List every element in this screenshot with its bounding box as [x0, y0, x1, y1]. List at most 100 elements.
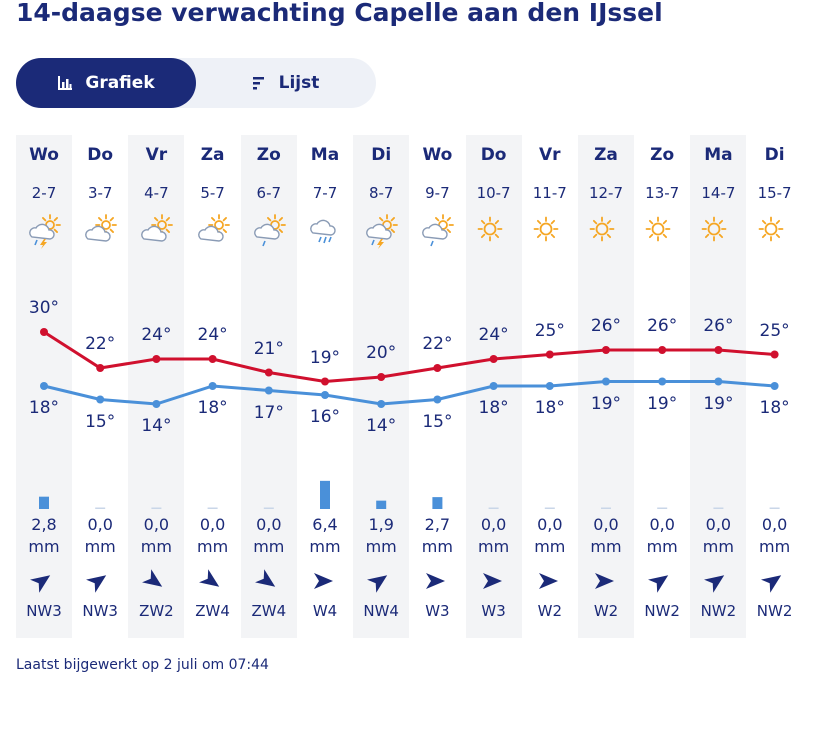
rain-unit: mm [140, 537, 172, 556]
partly-cloudy-icon [195, 213, 251, 249]
wind-arrow-icon [534, 569, 590, 599]
wind-label: ZW4 [251, 602, 287, 620]
wind-label: ZW4 [195, 602, 230, 620]
sun-icon [700, 213, 756, 249]
day-date: 12-7 [588, 184, 624, 202]
list-view-button[interactable]: Lijst [196, 58, 376, 108]
rain-bar [95, 507, 106, 509]
day-column-bg [128, 135, 185, 638]
rain-unit: mm [646, 537, 678, 556]
rain-value: 0,0 [593, 515, 619, 534]
sun-icon [532, 213, 588, 249]
wind-label: W3 [425, 602, 450, 620]
sun-shower-icon [419, 213, 475, 249]
wind-label: NW2 [700, 602, 737, 620]
max-temp-label: 22° [85, 334, 116, 354]
list-icon [252, 77, 264, 90]
min-temp-label: 18° [478, 398, 509, 418]
wind-arrow-icon [197, 569, 253, 599]
wind-arrow-icon [365, 569, 421, 599]
day-date: 14-7 [701, 184, 736, 202]
day-date: 9-7 [425, 184, 450, 202]
day-date: 4-7 [144, 184, 169, 202]
day-name: Za [200, 145, 225, 165]
wind-arrow-icon [759, 569, 815, 599]
rain-amount: 0,0 mm [72, 514, 128, 558]
rain-bar [207, 507, 218, 509]
day-date: 8-7 [368, 184, 394, 202]
day-name: Do [480, 145, 507, 165]
wind-arrow-icon [253, 569, 309, 599]
max-temp-label: 24° [197, 325, 228, 345]
rain-unit: mm [84, 537, 116, 556]
day-name: Do [87, 145, 114, 165]
rain-value: 2,8 [31, 515, 57, 534]
wind-arrow-icon [478, 569, 534, 599]
rain-bar [320, 480, 330, 509]
rain-amount: 1,9 mm [353, 514, 409, 558]
min-temp-label: 18° [28, 398, 60, 418]
max-temp-label: 26° [590, 316, 622, 336]
day-column-bg [465, 135, 522, 638]
min-temp-label: 19° [703, 393, 734, 414]
rain-amount: 2,8 mm [16, 514, 72, 558]
sun-icon [476, 213, 532, 249]
day-name: Wo [29, 145, 59, 165]
wind-label: ZW2 [139, 602, 174, 620]
sun-icon [757, 213, 813, 249]
rain-value: 0,0 [705, 515, 732, 534]
rain-unit: mm [365, 537, 397, 556]
wind-label: NW3 [82, 602, 118, 620]
rain-amount: 0,0 mm [690, 514, 746, 558]
wind-arrow-icon [84, 569, 140, 599]
rain-value: 0,0 [537, 515, 563, 534]
rain-unit: mm [478, 537, 510, 556]
wind-arrow-icon [702, 569, 758, 599]
day-name: Wo [422, 145, 453, 165]
rain-value: 0,0 [199, 515, 226, 534]
day-column-bg [690, 135, 747, 638]
wind-label: W2 [537, 602, 562, 620]
min-temp-point [433, 395, 442, 404]
min-temp-label: 18° [197, 398, 228, 418]
max-temp-point [433, 364, 442, 372]
day-date: 7-7 [312, 184, 338, 202]
min-temp-point [658, 377, 667, 386]
sun-shower-icon [251, 213, 307, 249]
day-name: Di [371, 145, 392, 165]
rain-amount: 0,0 mm [241, 514, 297, 558]
rain-amount: 0,0 mm [578, 514, 634, 558]
rain-value: 0,0 [761, 515, 788, 534]
min-temp-label: 15° [422, 411, 453, 432]
max-temp-point [208, 355, 217, 363]
min-temp-point [208, 382, 217, 390]
day-column-bg [578, 135, 634, 638]
wind-label: NW4 [363, 602, 399, 620]
rain-cloud-icon [307, 213, 363, 249]
rain-amount: 0,0 mm [128, 514, 184, 558]
partly-cloudy-icon [82, 213, 138, 249]
min-temp-label: 19° [647, 393, 678, 414]
thunder-rain-sun-icon [363, 213, 419, 249]
max-temp-label: 19° [309, 347, 341, 368]
wind-label: NW2 [756, 602, 793, 620]
rain-bar [769, 507, 780, 509]
rain-unit: mm [28, 537, 60, 556]
chart-view-button[interactable]: Grafiek [16, 58, 196, 108]
max-temp-point [545, 350, 554, 359]
wind-arrow-icon [28, 569, 84, 599]
rain-unit: mm [590, 537, 622, 556]
last-updated: Laatst bijgewerkt op 2 juli om 07:44 [16, 657, 269, 673]
rain-unit: mm [309, 537, 341, 556]
day-date: 10-7 [476, 184, 511, 202]
min-temp-label: 14° [366, 416, 397, 436]
day-date: 5-7 [200, 184, 225, 202]
sun-icon [644, 213, 700, 249]
rain-value: 0,0 [256, 515, 282, 534]
day-name: Zo [256, 145, 281, 165]
wind-label: NW3 [26, 602, 62, 620]
wind-arrow-icon [590, 569, 646, 599]
min-temp-label: 18° [759, 398, 790, 418]
day-column-bg [16, 135, 72, 638]
wind-arrow-icon [309, 569, 365, 599]
